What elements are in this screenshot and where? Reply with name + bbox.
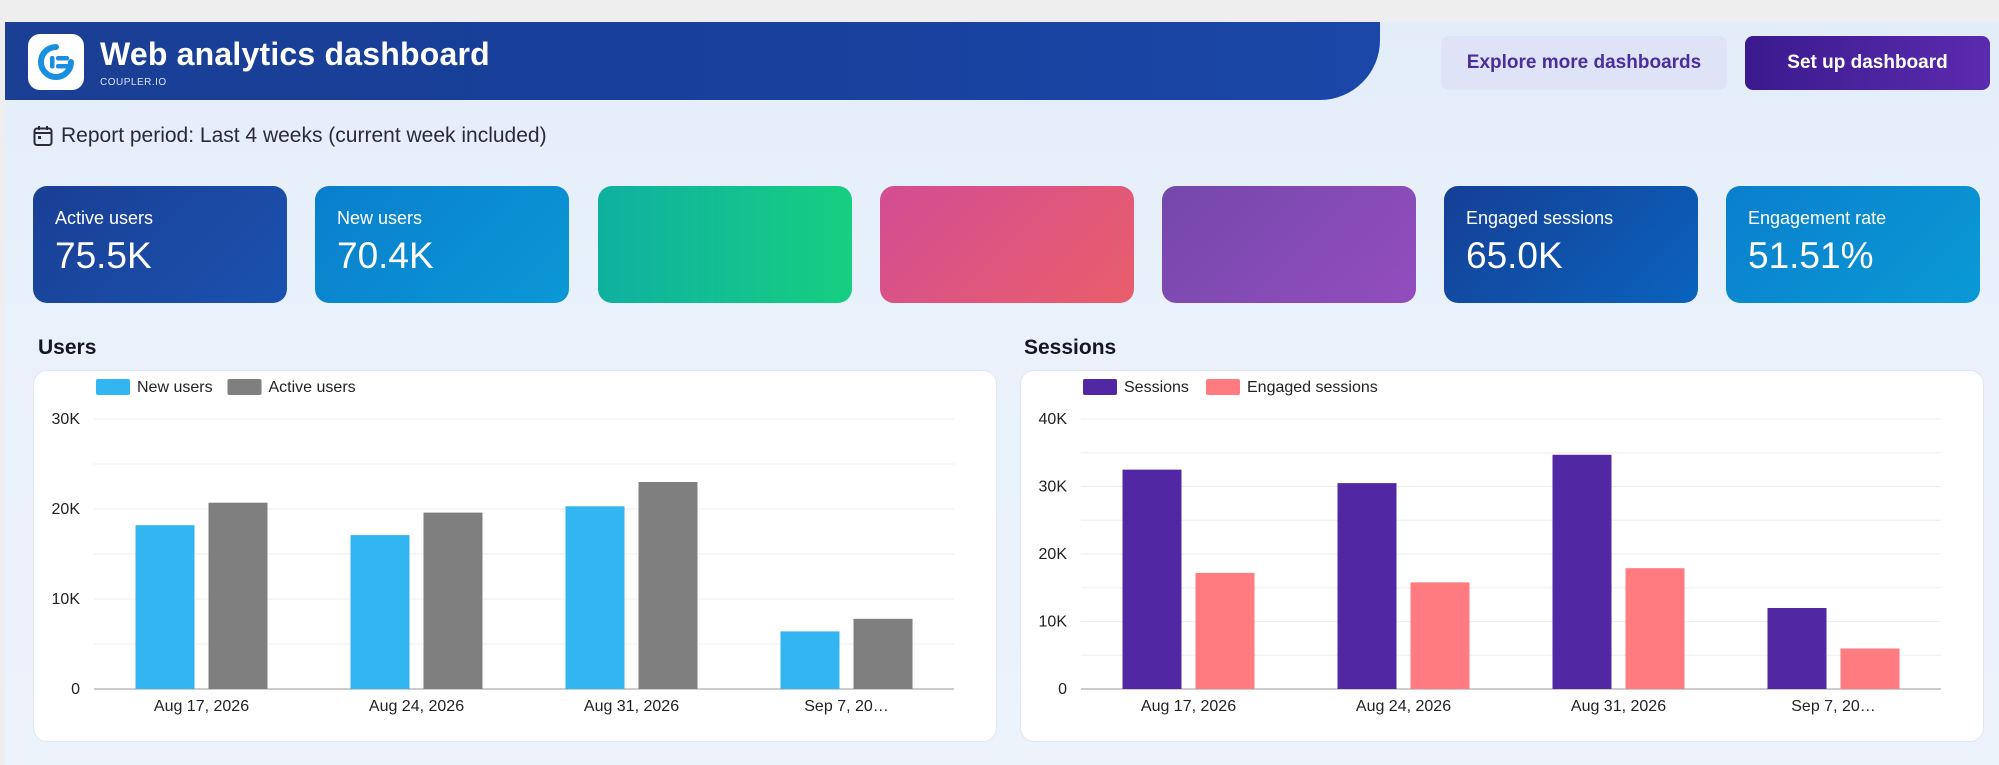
kpi-card	[1162, 186, 1416, 303]
kpi-label: New users	[337, 208, 423, 228]
kpi-label: Active users	[55, 208, 154, 228]
kpi-value: 75.5K	[55, 235, 152, 276]
report-period-label: Report period: Last 4 weeks (current wee…	[61, 124, 547, 147]
legend-swatch	[1206, 379, 1240, 395]
bar	[423, 512, 483, 689]
kpi-card: Engagement rate 51.51%	[1726, 186, 1980, 303]
x-tick-label: Aug 31, 2026	[1571, 698, 1666, 715]
x-tick-label: Aug 24, 2026	[369, 698, 464, 715]
calendar-icon	[33, 126, 53, 146]
x-tick-label: Sep 7, 20…	[1791, 698, 1876, 715]
x-tick-label: Aug 17, 2026	[154, 698, 249, 715]
report-period: Report period: Last 4 weeks (current wee…	[33, 124, 547, 148]
kpi-value: 65.0K	[1466, 235, 1563, 276]
kpi-value: 51.51%	[1748, 235, 1874, 276]
legend-label: Sessions	[1124, 379, 1189, 396]
bar	[780, 631, 840, 689]
x-tick-label: Sep 7, 20…	[804, 698, 889, 715]
y-tick-label: 30K	[52, 411, 81, 428]
sessions-section-title: Sessions	[1024, 336, 1117, 359]
legend-swatch	[1083, 379, 1117, 395]
header-bar	[5, 22, 1380, 100]
coupler-logo-icon	[38, 44, 74, 80]
bar	[1840, 648, 1900, 689]
y-tick-label: 20K	[1039, 546, 1068, 563]
kpi-label: Engagement rate	[1748, 208, 1887, 228]
x-tick-label: Aug 31, 2026	[584, 698, 679, 715]
bar	[1552, 454, 1612, 689]
kpi-card	[880, 186, 1134, 303]
legend-label: Engaged sessions	[1247, 379, 1378, 396]
bar	[1410, 582, 1470, 689]
sessions-chart-panel: Sessions Engaged sessions 0 10K 20K 30K 40K Aug…	[1020, 370, 1984, 742]
x-tick-label: Aug 24, 2026	[1356, 698, 1451, 715]
explore-dashboards-button[interactable]: Explore more dashboards	[1441, 36, 1727, 90]
bar	[208, 502, 268, 689]
users-chart-panel: New users Active users 0 10K 20K 30K Aug 17, 2…	[33, 370, 997, 742]
x-tick-label: Aug 17, 2026	[1141, 698, 1236, 715]
bar	[1625, 568, 1685, 689]
bar	[565, 506, 625, 689]
page-title: Web analytics dashboard	[100, 36, 490, 72]
legend-swatch	[227, 379, 262, 395]
coupler-logo	[28, 34, 84, 90]
bar	[350, 535, 410, 689]
legend-swatch	[96, 379, 130, 395]
y-tick-label: 10K	[1039, 614, 1068, 631]
bar	[1767, 608, 1827, 689]
kpi-card: New users 70.4K	[315, 186, 569, 303]
bar	[1337, 483, 1397, 689]
legend-label: Active users	[269, 379, 356, 396]
kpi-label: Engaged sessions	[1466, 208, 1614, 228]
kpi-card: Active users 75.5K	[33, 186, 287, 303]
y-tick-label: 20K	[52, 501, 81, 518]
kpi-card	[598, 186, 852, 303]
users-section-title: Users	[38, 336, 97, 359]
users-chart: New users Active users 0 10K 20K 30K Aug 17, 2…	[52, 379, 954, 715]
y-tick-label: 10K	[52, 591, 81, 608]
bar	[1195, 572, 1255, 689]
y-tick-label: 40K	[1039, 411, 1068, 428]
kpi-card: Engaged sessions 65.0K	[1444, 186, 1698, 303]
dashboard-page: Web analytics dashboard COUPLER.IO Explo…	[5, 22, 1999, 765]
bar	[1122, 469, 1182, 689]
y-tick-label: 0	[71, 681, 80, 698]
bar	[135, 525, 195, 689]
y-tick-label: 30K	[1039, 479, 1068, 496]
kpi-value: 70.4K	[337, 235, 434, 276]
setup-dashboard-button[interactable]: Set up dashboard	[1745, 36, 1990, 90]
sessions-chart: Sessions Engaged sessions 0 10K 20K 30K 40K Aug…	[1039, 379, 1941, 715]
legend-label: New users	[137, 379, 213, 396]
brand-name: COUPLER.IO	[100, 77, 167, 88]
y-tick-label: 0	[1058, 681, 1067, 698]
bar	[638, 482, 698, 689]
bar	[853, 618, 913, 689]
